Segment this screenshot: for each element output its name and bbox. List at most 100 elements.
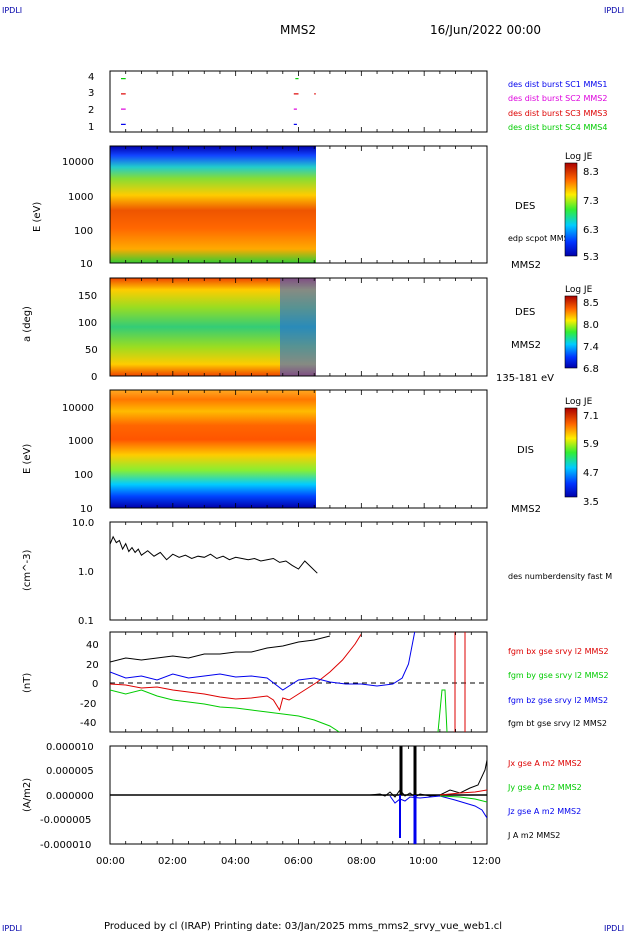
des-pitch-cbar-tick-3: 6.8	[583, 364, 599, 375]
density-ylabel: (cm^-3)	[22, 550, 33, 591]
x-tick-0: 00:00	[96, 856, 125, 867]
bfield-by-spike	[437, 689, 448, 732]
des-pitch-tick-100: 100	[78, 318, 97, 329]
current-ylabel: (A/m2)	[22, 778, 33, 812]
des-pitch-ylabel: a (deg)	[22, 306, 33, 342]
des-pitch-colorbar-title: Log JE	[565, 285, 593, 295]
legend-sc2: des dist burst SC2 MMS2	[508, 94, 607, 103]
x-tick-4: 08:00	[347, 856, 376, 867]
bfield-legend-bz: fgm bz gse srvy l2 MMS2	[508, 696, 608, 705]
bfield-panel: (nT) 40 20 0 -20 -40 fgm bx gse srvy l2 …	[22, 631, 609, 733]
des-pitch-panel: a (deg) 150 100 50 0 DES MMS2 135-181 eV…	[22, 277, 599, 384]
des-energy-sublabel: edp scpot MMS2	[508, 234, 574, 243]
bfield-legend-bx: fgm bx gse srvy l2 MMS2	[508, 647, 609, 656]
density-tick-0-1: 0.1	[78, 616, 94, 627]
x-tick-5: 10:00	[409, 856, 438, 867]
x-tick-1: 02:00	[158, 856, 187, 867]
current-panel: (A/m2) 0.000010 0.000005 0.000000 -0.000…	[22, 742, 582, 851]
des-pitch-band	[280, 278, 316, 376]
bfield-tick-m20: -20	[80, 699, 96, 710]
des-pitch-tick-0: 0	[91, 372, 97, 383]
availability-tick-4: 4	[88, 72, 94, 83]
corner-label-bottom-right: IPDLI	[604, 924, 624, 933]
des-pitch-cbar-tick-0: 8.5	[583, 298, 599, 309]
x-axis: 00:00 02:00 04:00 06:00 08:00 10:00 12:0…	[96, 856, 501, 867]
legend-sc3: des dist burst SC3 MMS3	[508, 109, 607, 118]
des-energy-tick-10: 10	[80, 259, 93, 270]
availability-tick-3: 3	[88, 88, 94, 99]
bfield-legend-by: fgm by gse srvy l2 MMS2	[508, 671, 609, 680]
dis-energy-side-label: MMS2	[511, 504, 541, 515]
dis-energy-tick-10: 10	[80, 504, 93, 515]
x-tick-3: 06:00	[284, 856, 313, 867]
des-pitch-label: DES	[515, 307, 535, 318]
dis-energy-tick-10000: 10000	[62, 403, 94, 414]
corner-label-bottom-left: IPDLI	[2, 924, 22, 933]
legend-sc1: des dist burst SC1 MMS1	[508, 80, 607, 89]
availability-tick-1: 1	[88, 122, 94, 133]
current-legend-jy: Jy gse A m2 MMS2	[507, 783, 582, 792]
density-legend: des numberdensity fast M	[508, 572, 612, 581]
dis-energy-tick-1000: 1000	[68, 436, 93, 447]
bfield-frame	[109, 631, 488, 733]
des-energy-colorbar	[564, 162, 578, 257]
current-noise-green	[439, 795, 487, 803]
header-date: 16/Jun/2022 00:00	[430, 23, 541, 37]
x-tick-6: 12:00	[472, 856, 501, 867]
dis-energy-cbar-tick-2: 4.7	[583, 468, 599, 479]
bfield-bx-line	[110, 633, 362, 712]
footer-credit: Produced by cl (IRAP) Printing date: 03/…	[104, 921, 502, 932]
current-tick-4: -0.000010	[40, 840, 91, 851]
dis-energy-colorbar-title: Log JE	[565, 397, 593, 407]
current-tick-3: -0.000005	[40, 815, 91, 826]
current-noise-blue	[389, 795, 487, 819]
density-tick-10: 10.0	[72, 518, 94, 529]
des-energy-ylabel: E (eV)	[32, 202, 43, 232]
des-energy-panel: E (eV) 10000 1000 100 10 DES edp scpot M…	[32, 145, 599, 271]
legend-sc4: des dist burst SC4 MMS4	[508, 123, 607, 132]
des-pitch-side-label: MMS2	[511, 340, 541, 351]
dis-energy-label: DIS	[517, 445, 534, 456]
bfield-by-line	[110, 689, 340, 732]
des-pitch-cbar-tick-2: 7.4	[583, 342, 599, 353]
availability-tick-2: 2	[88, 105, 94, 116]
bfield-tick-m40: -40	[80, 718, 96, 729]
current-tick-0: 0.000010	[46, 742, 94, 753]
density-frame	[109, 521, 488, 621]
availability-frame	[109, 70, 488, 133]
des-energy-cbar-tick-3: 5.3	[583, 252, 599, 263]
des-pitch-tick-150: 150	[78, 291, 97, 302]
current-tick-1: 0.000005	[46, 766, 94, 777]
des-energy-spectrogram	[110, 146, 316, 263]
availability-panel: 4 3 2 1 des dist burst SC1 MMS1 des dist…	[88, 70, 607, 133]
dis-energy-colorbar	[564, 407, 578, 498]
density-tick-1: 1.0	[78, 567, 94, 578]
current-noise-black	[369, 759, 487, 798]
des-energy-cbar-tick-0: 8.3	[583, 167, 599, 178]
des-pitch-tick-50: 50	[85, 345, 98, 356]
current-noise-red	[439, 789, 487, 796]
current-legend-jx: Jx gse A m2 MMS2	[507, 759, 582, 768]
des-energy-cbar-tick-2: 6.3	[583, 225, 599, 236]
des-energy-tick-1000: 1000	[68, 192, 93, 203]
des-pitch-energy-label: 135-181 eV	[496, 373, 554, 384]
bfield-tick-20: 20	[86, 660, 99, 671]
density-series-line	[109, 535, 318, 574]
dis-energy-spectrogram	[110, 390, 316, 508]
density-panel: (cm^-3) 10.0 1.0 0.1 des numberdensity f…	[22, 518, 612, 627]
bfield-bz-line	[110, 632, 416, 691]
des-energy-tick-10000: 10000	[62, 157, 94, 168]
header-spacecraft: MMS2	[280, 23, 316, 37]
current-tick-2: 0.000000	[46, 791, 94, 802]
des-energy-label: DES	[515, 201, 535, 212]
dis-energy-tick-100: 100	[74, 470, 93, 481]
availability-y-ticks: 4 3 2 1	[88, 72, 94, 133]
des-pitch-cbar-tick-1: 8.0	[583, 320, 599, 331]
des-energy-tick-100: 100	[74, 226, 93, 237]
bfield-ylabel: (nT)	[22, 673, 33, 693]
current-legend-j: J A m2 MMS2	[507, 831, 560, 840]
availability-marks	[120, 78, 316, 125]
current-legend-jz: Jz gse A m2 MMS2	[507, 807, 581, 816]
bfield-bt-line	[110, 635, 331, 663]
corner-label-top-left: IPDLI	[2, 6, 22, 15]
